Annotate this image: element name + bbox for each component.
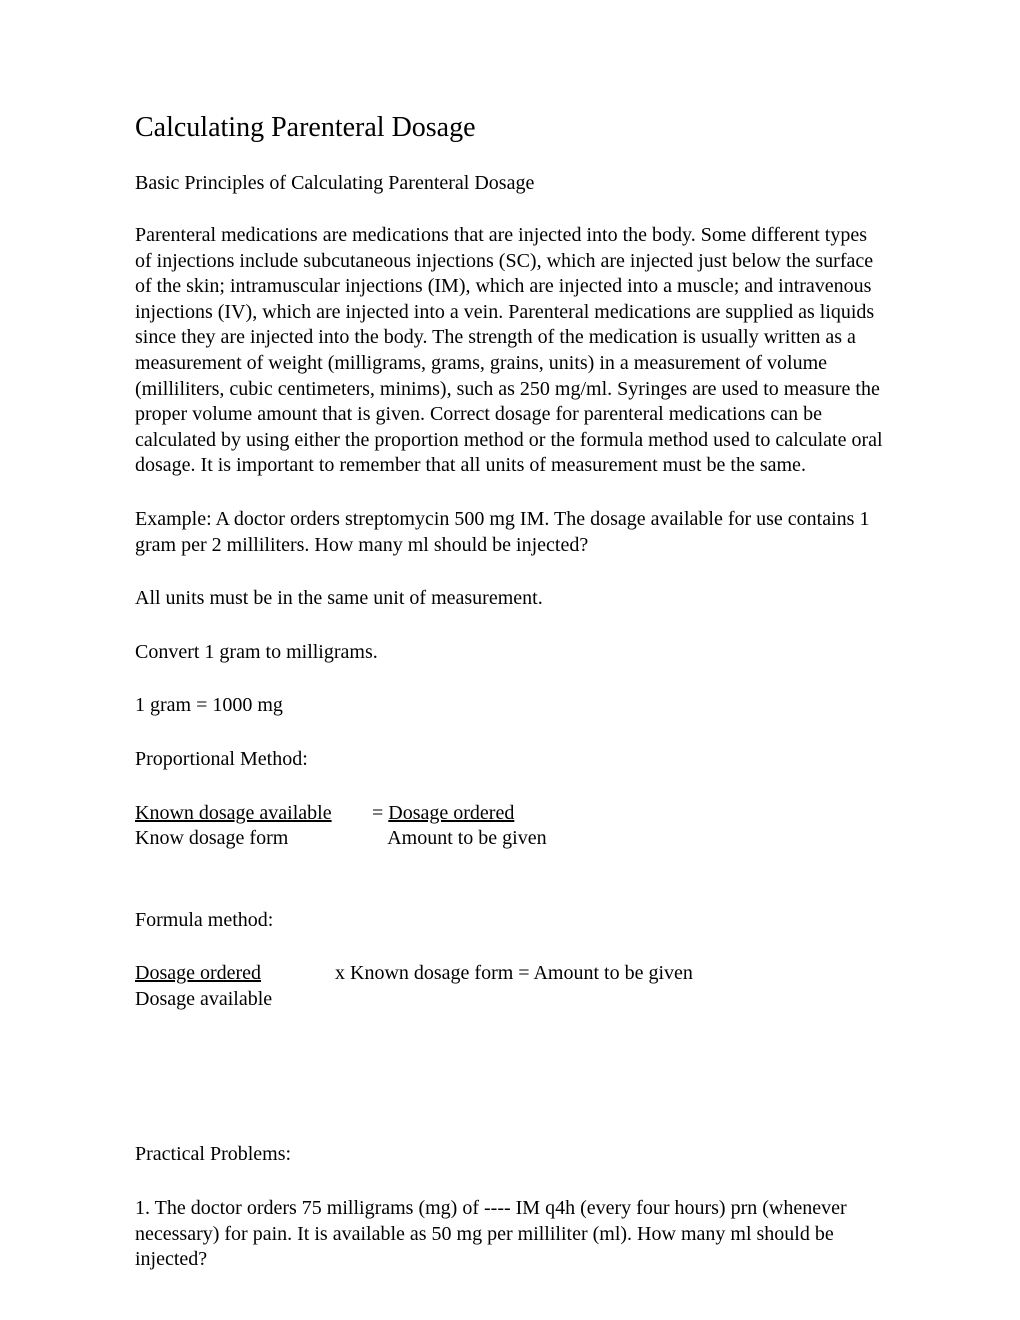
proportional-formula-top: Known dosage available = Dosage ordered (135, 801, 885, 827)
dosage-ordered-formula: Dosage ordered (135, 961, 315, 987)
formula-bottom: Dosage available (135, 987, 885, 1013)
page-title: Calculating Parenteral Dosage (135, 112, 885, 144)
units-note: All units must be in the same unit of me… (135, 586, 885, 612)
main-paragraph: Parenteral medications are medications t… (135, 223, 885, 479)
example-paragraph: Example: A doctor orders streptomycin 50… (135, 507, 885, 558)
conversion: 1 gram = 1000 mg (135, 693, 885, 719)
formula-top: Dosage ordered x Known dosage form = Amou… (135, 961, 885, 987)
convert-note: Convert 1 gram to milligrams. (135, 640, 885, 666)
problem-1: 1. The doctor orders 75 milligrams (mg) … (135, 1196, 885, 1273)
dosage-ordered: Dosage ordered (388, 802, 514, 824)
amount-to-be-given: Amount to be given (387, 827, 546, 849)
formula-method-label: Formula method: (135, 908, 885, 934)
know-dosage-form: Know dosage form (135, 826, 367, 852)
practical-problems-label: Practical Problems: (135, 1142, 885, 1168)
formula-right: x Known dosage form = Amount to be given (335, 962, 693, 984)
proportional-formula-bottom: Know dosage form = Amount to be given (135, 826, 885, 852)
dosage-available: Dosage available (135, 987, 315, 1013)
known-dosage-available: Known dosage available (135, 801, 367, 827)
proportional-method-label: Proportional Method: (135, 747, 885, 773)
equals-sign: = (367, 802, 388, 824)
subtitle: Basic Principles of Calculating Parenter… (135, 172, 885, 195)
